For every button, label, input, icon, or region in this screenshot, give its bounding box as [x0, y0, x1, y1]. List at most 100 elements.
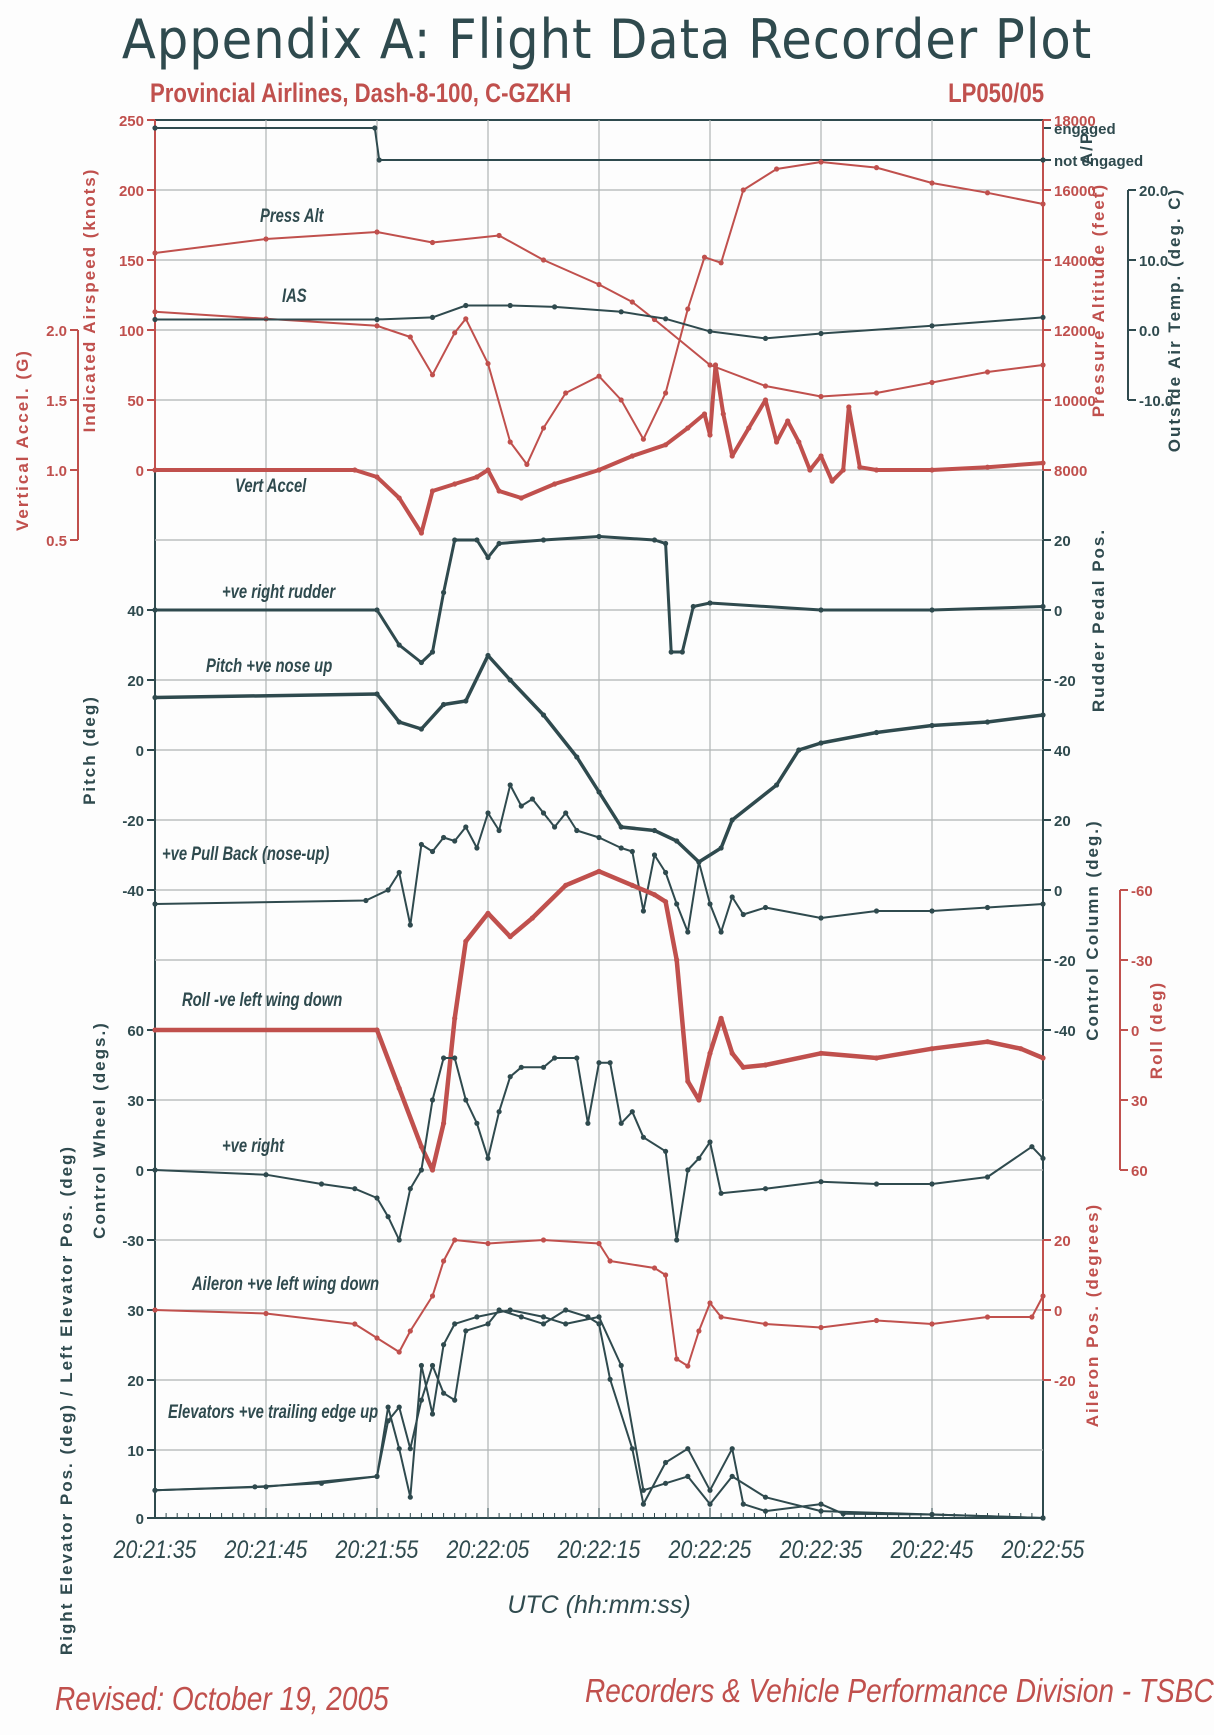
data-point — [1040, 1515, 1046, 1521]
axis-tick-label: -20 — [1054, 953, 1076, 970]
data-point — [263, 236, 269, 242]
data-point — [529, 915, 536, 921]
data-point — [607, 1376, 613, 1382]
series-label: +ve right — [222, 1135, 285, 1156]
data-point — [663, 1459, 669, 1466]
data-point — [929, 379, 935, 386]
data-point — [524, 461, 530, 467]
data-point — [418, 1144, 424, 1150]
data-point — [618, 1120, 624, 1126]
data-point — [429, 848, 436, 855]
series-label: Elevators +ve trailing edge up — [168, 1401, 378, 1422]
data-point — [929, 1181, 935, 1187]
data-point — [929, 1046, 935, 1052]
data-point — [463, 1328, 469, 1334]
axis-title: Pitch (deg) — [80, 695, 99, 805]
axis-tick-label: 60 — [127, 1023, 144, 1040]
data-point — [429, 1293, 436, 1299]
data-point — [396, 719, 402, 725]
axis-tick-label: -30 — [122, 1233, 144, 1250]
data-point — [718, 1190, 724, 1196]
data-point — [485, 554, 491, 561]
data-point — [873, 467, 880, 473]
data-point — [685, 1473, 691, 1479]
data-point — [685, 1363, 691, 1369]
data-point — [685, 425, 691, 431]
data-point — [690, 603, 696, 610]
axis-tick-label: 14000 — [1054, 253, 1096, 270]
data-point — [485, 467, 491, 473]
data-point — [640, 436, 647, 442]
division-credit: Recorders & Vehicle Performance Division… — [585, 1672, 1214, 1709]
data-point — [474, 1314, 480, 1320]
data-point — [762, 383, 769, 389]
data-point — [873, 390, 880, 396]
data-point — [407, 1494, 413, 1500]
data-point — [846, 404, 852, 410]
data-point — [740, 1501, 746, 1507]
data-point — [474, 537, 480, 543]
data-point — [618, 309, 624, 315]
axis-tick-label: -40 — [122, 883, 144, 900]
data-point — [429, 1411, 436, 1417]
data-point — [929, 1511, 935, 1518]
data-point — [618, 397, 624, 403]
data-point — [818, 915, 824, 921]
data-point — [663, 899, 669, 905]
data-point — [418, 726, 424, 732]
series-control-wheel — [154, 1057, 1044, 1241]
data-point — [374, 607, 380, 613]
axis-tick-label: 0 — [136, 1163, 144, 1180]
axis-tick-label: 0 — [1054, 1303, 1062, 1320]
data-point — [396, 1237, 402, 1243]
data-point — [873, 908, 880, 914]
axis-title: Right Elevator Pos. (deg) / Left Elevato… — [57, 1145, 76, 1655]
data-point — [418, 659, 424, 666]
data-point — [152, 1027, 158, 1033]
series-label: IAS — [282, 285, 307, 306]
revision-date: Revised: October 19, 2005 — [55, 1680, 389, 1717]
axis-title: Outside Air Temp. (deg. C) — [1165, 188, 1184, 453]
data-point — [452, 481, 458, 487]
axis-title: Rudder Pedal Pos. — [1089, 528, 1108, 712]
data-point — [452, 1055, 458, 1061]
data-point — [463, 698, 469, 704]
data-point — [718, 845, 724, 851]
x-tick-label: 20:22:15 — [557, 1535, 641, 1563]
data-point — [474, 1120, 480, 1126]
axis-title: Roll (deg) — [1147, 981, 1166, 1079]
axis-tick-label: 0.0 — [1139, 323, 1160, 340]
data-point — [407, 1186, 413, 1192]
data-point — [1040, 1155, 1046, 1161]
data-point — [518, 803, 524, 809]
data-point — [152, 1307, 158, 1313]
data-point — [629, 1109, 635, 1115]
data-point — [1040, 712, 1046, 718]
data-point — [396, 869, 402, 876]
axis-title: A/P — [1077, 131, 1096, 165]
data-point — [518, 495, 524, 501]
data-point — [818, 1508, 824, 1514]
data-point — [152, 1487, 158, 1493]
data-point — [746, 425, 752, 431]
x-tick-label: 20:22:05 — [446, 1535, 530, 1563]
data-point — [376, 157, 382, 163]
data-point — [873, 165, 880, 171]
data-point — [485, 1321, 491, 1327]
axis-tick-label: not engaged — [1054, 153, 1143, 170]
data-point — [463, 938, 469, 944]
axis-tick-label: 20 — [127, 1373, 144, 1390]
data-point — [740, 1064, 746, 1070]
data-point — [679, 649, 685, 655]
data-point — [785, 418, 791, 424]
data-point — [663, 1272, 669, 1278]
data-point — [485, 652, 491, 659]
data-point — [374, 691, 380, 697]
data-point — [762, 1321, 769, 1327]
series-pitch — [154, 653, 1044, 864]
axis-tick-label: -20 — [1054, 673, 1076, 690]
data-point — [718, 929, 724, 935]
data-point — [463, 1097, 469, 1103]
data-point — [774, 782, 780, 788]
